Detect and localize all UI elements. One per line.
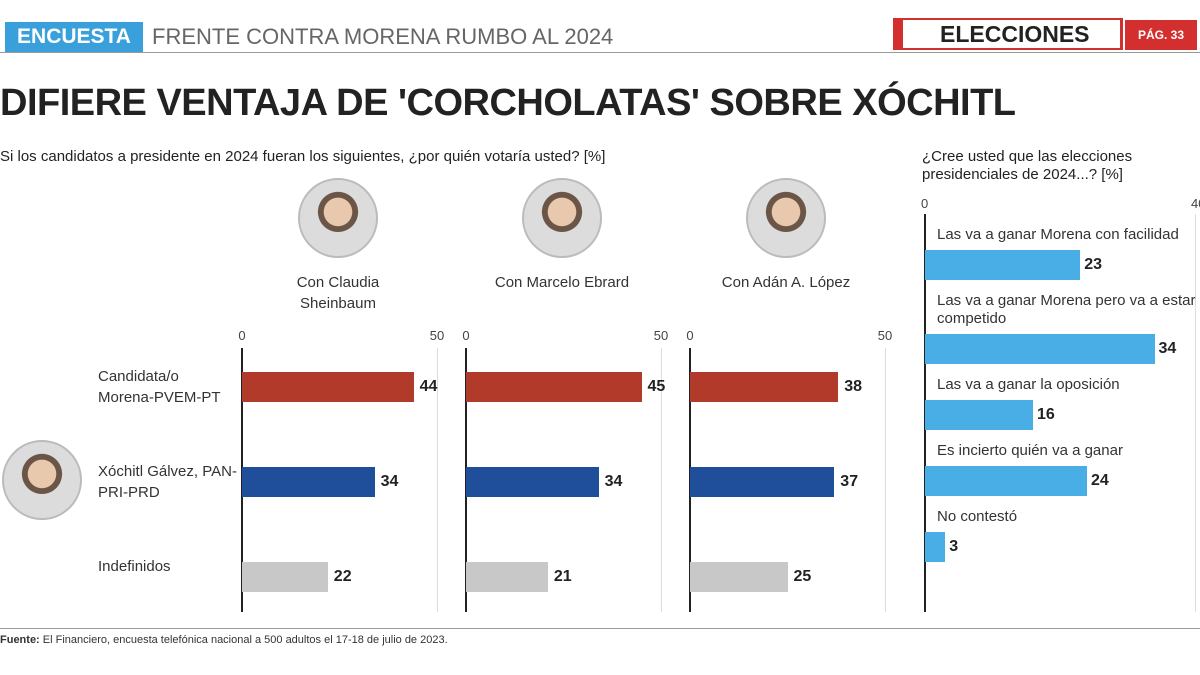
x-tick-label: 0 <box>462 328 470 343</box>
x-tick-label: 0 <box>921 196 929 211</box>
x-tick-label: 0 <box>238 328 246 343</box>
x-tick-label: 40 <box>1191 196 1200 211</box>
category-label: Las va a ganar Morena con facilidad <box>937 226 1179 243</box>
photo <box>522 178 602 258</box>
value-label: 37 <box>840 473 859 490</box>
bar <box>925 400 1033 430</box>
bar <box>690 467 835 497</box>
subtitle: ¿Cree usted que las elecciones presidenc… <box>922 148 1133 183</box>
footer-rule <box>0 628 1200 629</box>
header-box <box>893 18 1123 50</box>
bar <box>242 467 375 497</box>
value-label: 34 <box>380 473 399 490</box>
value-label: 38 <box>844 378 862 395</box>
series-name: Con Claudia Sheinbaum <box>296 274 380 312</box>
subtitle: Si los candidatos a presidente en 2024 f… <box>0 148 606 165</box>
value-label: 21 <box>553 568 572 585</box>
bar <box>925 466 1087 496</box>
value-label: 34 <box>1158 340 1177 357</box>
header-rule <box>0 52 1200 53</box>
category-label: Candidata/o Morena-PVEM-PT <box>98 368 221 406</box>
value-label: 25 <box>793 568 812 585</box>
source-label: Fuente: <box>0 634 40 646</box>
value-label: 16 <box>1037 406 1055 423</box>
value-label: 34 <box>604 473 623 490</box>
header-label: ELECCIONES <box>940 21 1090 47</box>
bar <box>466 562 548 592</box>
category-label: Las va a ganar la oposición <box>937 376 1120 393</box>
bar <box>242 562 328 592</box>
bar <box>690 372 839 402</box>
bar <box>925 250 1081 280</box>
category-label: No contestó <box>937 508 1018 525</box>
source-text: El Financiero, encuesta telefónica nacio… <box>42 634 448 646</box>
category-label: Las va a ganar Morena pero va a estar co… <box>937 292 1196 327</box>
value-label: 24 <box>1091 472 1109 489</box>
photo <box>2 440 82 520</box>
x-tick-label: 0 <box>686 328 694 343</box>
x-tick-label: 50 <box>429 328 445 343</box>
header-page: PÁG. 33 <box>1125 20 1197 50</box>
category-label: Xóchitl Gálvez, PAN-PRI-PRD <box>98 463 237 501</box>
source: Fuente: El Financiero, encuesta telefóni… <box>0 634 448 646</box>
bar <box>466 467 599 497</box>
x-tick-label: 50 <box>877 328 893 343</box>
title: DIFIERE VENTAJA DE 'CORCHOLATAS' SOBRE X… <box>0 82 1016 124</box>
bar <box>925 334 1155 364</box>
photo <box>298 178 378 258</box>
value-label: 44 <box>419 378 438 395</box>
grid-line <box>1194 214 1196 612</box>
header-section: FRENTE CONTRA MORENA RUMBO AL 2024 <box>152 24 614 49</box>
value-label: 3 <box>949 538 959 555</box>
grid-line <box>884 348 886 612</box>
bar <box>690 562 788 592</box>
category-label: Es incierto quién va a ganar <box>937 442 1123 459</box>
header-tag: ENCUESTA <box>5 22 143 52</box>
bar <box>925 532 946 562</box>
value-label: 23 <box>1084 256 1103 273</box>
value-label: 45 <box>647 378 666 395</box>
grid-line <box>660 348 662 612</box>
value-label: 22 <box>333 568 352 585</box>
grid-line <box>436 348 438 612</box>
series-name: Con Adán A. López <box>721 274 851 291</box>
bar <box>242 372 414 402</box>
x-tick-label: 50 <box>653 328 669 343</box>
bar <box>466 372 642 402</box>
category-label: Indefinidos <box>98 558 171 575</box>
series-name: Con Marcelo Ebrard <box>494 274 630 291</box>
photo <box>746 178 826 258</box>
